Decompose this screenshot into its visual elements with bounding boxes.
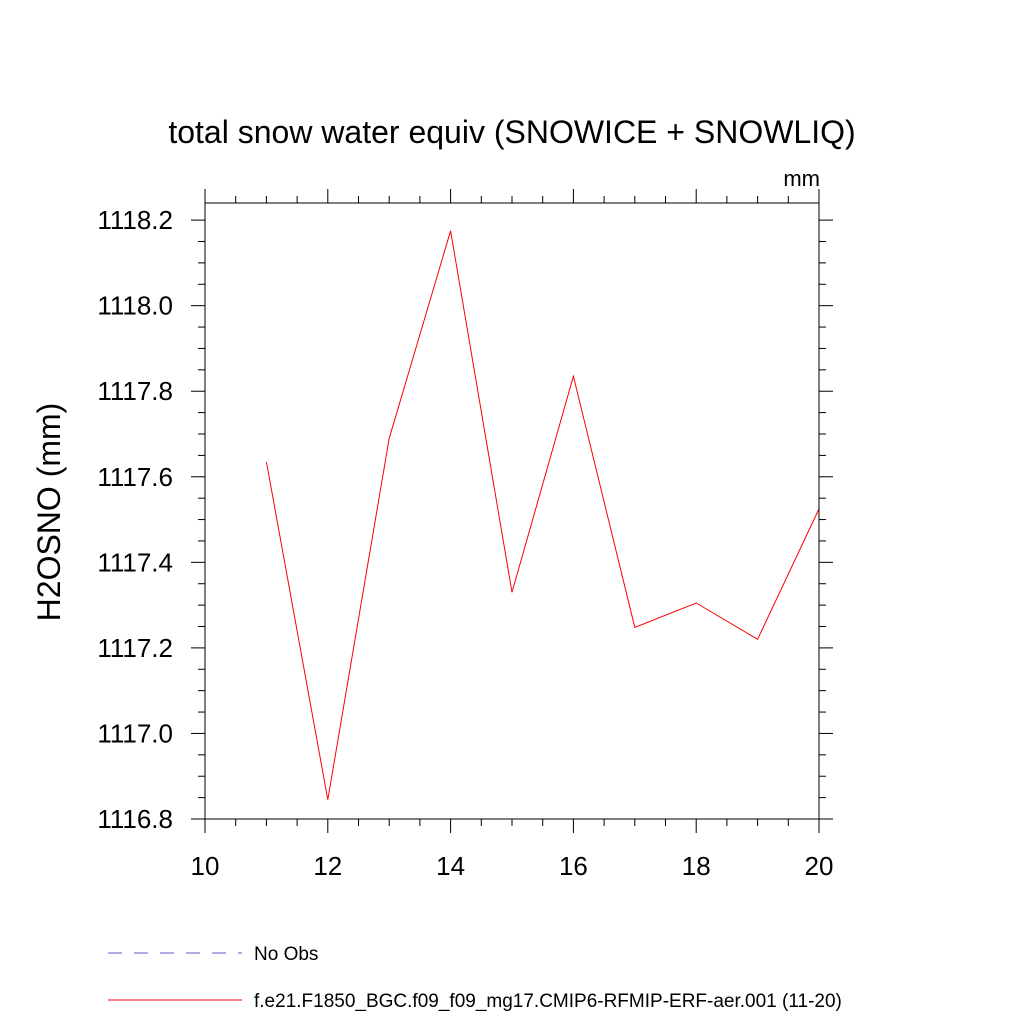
legend-label: No Obs bbox=[254, 944, 318, 965]
data-series bbox=[265, 230, 820, 800]
x-tick-label: 20 bbox=[805, 851, 834, 881]
y-tick-label: 1118.2 bbox=[97, 205, 173, 235]
x-tick-label: 14 bbox=[436, 851, 465, 881]
y-tick-label: 1116.8 bbox=[97, 804, 173, 834]
y-tick-label: 1117.2 bbox=[97, 633, 173, 663]
y-tick-label: 1117.0 bbox=[97, 718, 173, 748]
axis-ticks: 10 12 14 16 18 20 1116.8 1117.0 1117.2 1117.4 1117… bbox=[97, 189, 833, 881]
series-line bbox=[265, 230, 820, 800]
y-axis-label: H2OSNO (mm) bbox=[31, 403, 67, 622]
units-label: mm bbox=[783, 166, 820, 191]
y-tick-label: 1117.8 bbox=[97, 376, 173, 406]
x-tick-label: 16 bbox=[559, 851, 588, 881]
x-tick-label: 12 bbox=[313, 851, 342, 881]
x-tick-label: 18 bbox=[682, 851, 711, 881]
y-tick-label: 1117.4 bbox=[97, 547, 173, 577]
legend-label: f.e21.F1850_BGC.f09_f09_mg17.CMIP6-RFMIP… bbox=[254, 991, 842, 1012]
plot-frame bbox=[204, 202, 820, 820]
chart-title: total snow water equiv (SNOWICE + SNOWLI… bbox=[168, 114, 855, 150]
legend: No Obs f.e21.F1850_BGC.f09_f09_mg17.CMIP6… bbox=[108, 944, 842, 1012]
y-tick-label: 1118.0 bbox=[97, 291, 173, 321]
y-tick-label: 1117.6 bbox=[97, 462, 173, 492]
x-tick-label: 10 bbox=[191, 851, 220, 881]
